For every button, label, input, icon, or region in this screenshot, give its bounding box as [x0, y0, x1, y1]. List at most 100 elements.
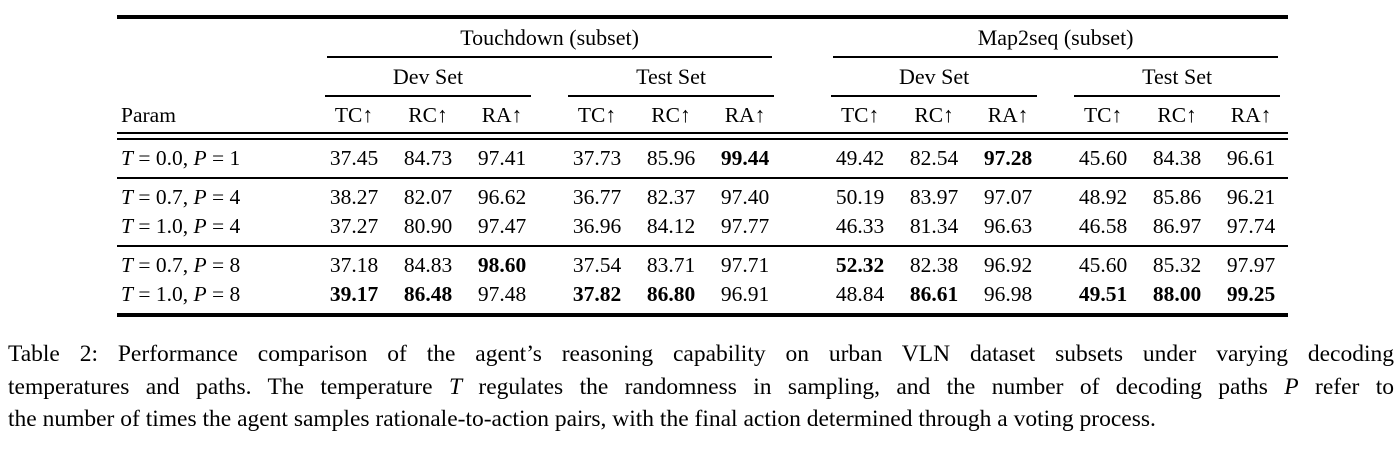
table-row: T = 1.0, P = 4 37.27 80.90 97.47 36.96 84.12 9… — [117, 212, 1288, 246]
metric-value: 84.38 — [1152, 146, 1202, 170]
column-gap — [1045, 280, 1066, 315]
param-cell: T = 0.0, P = 1 — [117, 140, 317, 178]
subgroup-label: Test Set — [1142, 64, 1213, 89]
metric-value: 45.60 — [1078, 253, 1128, 277]
column-gap — [539, 280, 560, 315]
column-gap — [1045, 178, 1066, 212]
row-group-0: T = 0.0, P = 1 37.45 84.73 97.41 37.73 85.96 9… — [117, 140, 1289, 178]
header-rule-section — [117, 132, 1289, 140]
math-var: T — [121, 253, 133, 277]
math-var: T — [121, 146, 133, 170]
param-text: = 4 — [206, 214, 241, 238]
metric-value: 82.37 — [646, 185, 696, 209]
metric-value: 82.07 — [403, 185, 453, 209]
metric-value: 97.28 — [983, 146, 1033, 170]
header-double-rule — [117, 132, 1289, 140]
metric-header-tc: TC↑ — [840, 103, 880, 127]
column-gap — [782, 17, 823, 58]
column-gap — [539, 178, 560, 212]
metric-value: 86.48 — [403, 282, 453, 306]
param-cell: T = 0.7, P = 4 — [117, 178, 317, 212]
subgroup-touchdown-test: Test Set — [560, 58, 782, 97]
metric-value: 36.77 — [572, 185, 622, 209]
column-gap — [1045, 140, 1066, 178]
column-gap — [782, 280, 823, 315]
metric-value: 46.33 — [835, 214, 885, 238]
column-gap — [782, 178, 823, 212]
metric-value: 96.62 — [477, 185, 527, 209]
empty-corner — [117, 17, 317, 58]
column-gap — [782, 246, 823, 280]
subgroup-label: Dev Set — [392, 64, 464, 89]
split-group-row: Dev Set Test Set Dev Set Test Set — [117, 58, 1288, 97]
caption-line: Table 2: Performance comparison of the a… — [8, 338, 1394, 371]
column-gap — [782, 140, 823, 178]
metric-value: 96.92 — [983, 253, 1033, 277]
param-text: = 1 — [206, 146, 241, 170]
metric-value: 82.38 — [909, 253, 959, 277]
metric-value: 83.71 — [646, 253, 696, 277]
column-gap — [539, 58, 560, 97]
param-text: = 0.0, — [132, 146, 194, 170]
math-var: T — [448, 373, 463, 400]
param-text: = 0.7, — [132, 253, 194, 277]
dataset-group-row: Touchdown (subset) Map2seq (subset) — [117, 17, 1288, 58]
metric-value: 86.80 — [646, 282, 696, 306]
subgroup-label: Dev Set — [898, 64, 970, 89]
metric-value: 96.98 — [983, 282, 1033, 306]
caption-text: regulates the randomness in sampling, an… — [462, 373, 1285, 400]
results-table: Touchdown (subset) Map2seq (subset) Dev … — [117, 15, 1289, 317]
column-gap — [1045, 97, 1066, 132]
row-group-1: T = 0.7, P = 4 38.27 82.07 96.62 36.77 82.37 9… — [117, 178, 1289, 246]
param-text: = 8 — [206, 282, 241, 306]
column-gap — [539, 97, 560, 132]
column-gap — [1045, 212, 1066, 246]
column-gap — [782, 97, 823, 132]
metric-value: 39.17 — [329, 282, 379, 306]
metric-value: 85.32 — [1152, 253, 1202, 277]
metric-value: 46.58 — [1078, 214, 1128, 238]
metric-value: 37.27 — [329, 214, 379, 238]
metric-value: 50.19 — [835, 185, 885, 209]
metric-value: 97.97 — [1226, 253, 1276, 277]
param-text: = 4 — [206, 185, 241, 209]
table-header: Touchdown (subset) Map2seq (subset) Dev … — [117, 17, 1288, 132]
math-var: P — [1284, 373, 1299, 400]
param-cell: T = 1.0, P = 8 — [117, 280, 317, 315]
metric-value: 97.74 — [1226, 214, 1276, 238]
metric-value: 96.21 — [1226, 185, 1276, 209]
param-text: = 8 — [206, 253, 241, 277]
metric-value: 52.32 — [835, 253, 885, 277]
metric-value: 81.34 — [909, 214, 959, 238]
metric-value: 97.71 — [720, 253, 770, 277]
column-gap — [539, 246, 560, 280]
metric-value: 45.60 — [1078, 146, 1128, 170]
metric-value: 37.45 — [329, 146, 379, 170]
metric-value: 37.18 — [329, 253, 379, 277]
metric-value: 37.54 — [572, 253, 622, 277]
math-var: T — [121, 185, 133, 209]
metric-value: 38.27 — [329, 185, 379, 209]
table-row: T = 1.0, P = 8 39.17 86.48 97.48 37.82 86.80 9… — [117, 280, 1288, 315]
metric-header-row: Param TC↑ RC↑ RA↑ TC↑ RC↑ RA↑ TC↑ RC↑ RA… — [117, 97, 1288, 132]
metric-header-rc: RC↑ — [914, 103, 954, 127]
empty-corner — [117, 58, 317, 97]
math-var: T — [121, 214, 133, 238]
metric-value: 86.61 — [909, 282, 959, 306]
table-row: T = 0.7, P = 4 38.27 82.07 96.62 36.77 82.37 9… — [117, 178, 1288, 212]
metric-value: 36.96 — [572, 214, 622, 238]
metric-value: 85.86 — [1152, 185, 1202, 209]
metric-value: 97.47 — [477, 214, 527, 238]
column-gap — [1045, 58, 1066, 97]
metric-value: 49.42 — [835, 146, 885, 170]
metric-header-tc: TC↑ — [1083, 103, 1123, 127]
metric-header-ra: RA↑ — [987, 103, 1029, 127]
metric-header-rc: RC↑ — [651, 103, 691, 127]
metric-value: 97.77 — [720, 214, 770, 238]
column-gap — [539, 212, 560, 246]
metric-value: 99.44 — [720, 146, 770, 170]
param-header: Param — [121, 103, 176, 127]
param-cell: T = 0.7, P = 8 — [117, 246, 317, 280]
metric-value: 48.92 — [1078, 185, 1128, 209]
